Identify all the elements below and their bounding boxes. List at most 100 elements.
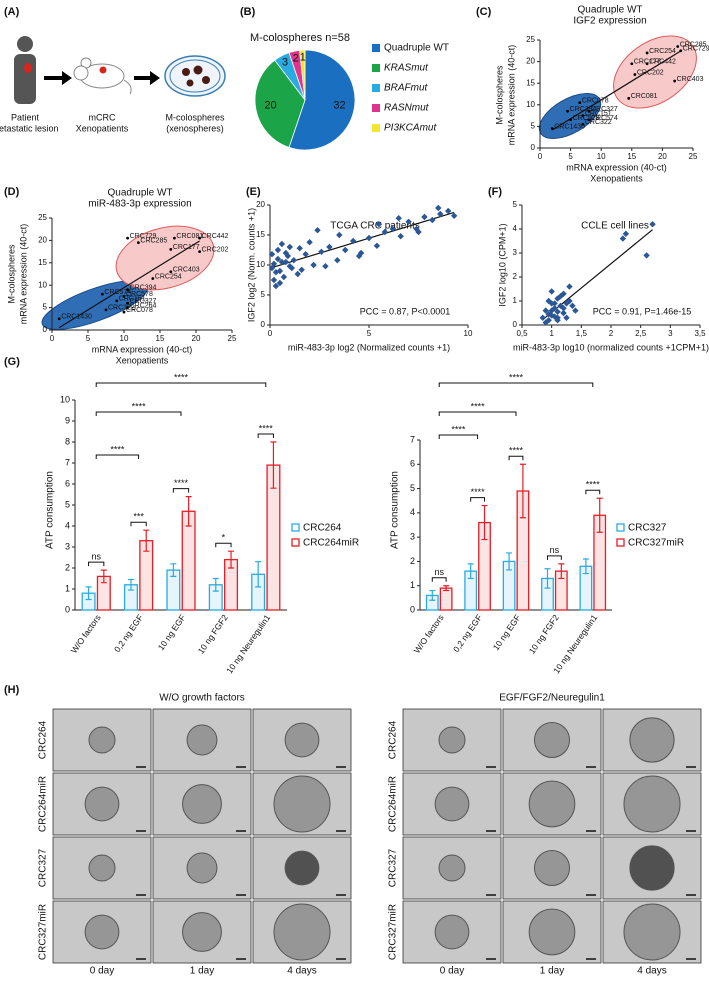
significance-label: **** [174, 372, 189, 382]
lesion [24, 63, 32, 73]
point [294, 270, 301, 278]
y-tick-label: 15 [256, 230, 265, 239]
significance-bracket [88, 561, 105, 567]
x-tick-label: 10 ng EGF [491, 613, 523, 652]
x-tick-label: 3 [668, 329, 673, 338]
x-tick-label: 5 [367, 329, 372, 338]
point [569, 118, 572, 122]
significance-bracket [508, 455, 524, 461]
significance-label: **** [586, 480, 601, 490]
point-label: CRC574 [591, 115, 618, 122]
bar [439, 587, 453, 611]
x-tick-label: 10 ng FGF2 [527, 612, 561, 655]
point-label: CRC151 [119, 296, 146, 303]
y-tick-label: 4 [65, 520, 70, 530]
legend-label: CRC264 [303, 523, 342, 534]
point [630, 62, 634, 66]
step-label: mCRC [89, 112, 116, 122]
y-tick-label: 0 [531, 143, 536, 152]
point [306, 239, 313, 246]
panel-label: (F) [488, 186, 502, 198]
y-tick-label: 3 [513, 248, 518, 257]
point-label: CRC254 [155, 273, 182, 280]
step-label: Patient [11, 112, 40, 122]
point [318, 248, 325, 255]
significance-bracket [215, 542, 232, 548]
point-label: CRC078 [582, 97, 609, 104]
y-tick-label: 1 [513, 296, 518, 305]
sphere [623, 775, 681, 833]
point [542, 307, 549, 314]
point-label: CRC574 [104, 289, 131, 296]
value-label: 20 [264, 100, 276, 112]
arrow-head [62, 71, 72, 85]
y-tick-label: 10 [38, 280, 47, 289]
point [126, 236, 129, 240]
point [126, 306, 129, 309]
point-label: CRC254 [649, 48, 676, 55]
significance-bracket [438, 434, 479, 439]
sphere [533, 721, 571, 759]
y-tick-label: 5 [513, 200, 518, 209]
row-label: CRC327miR [38, 904, 49, 960]
sphere [186, 724, 218, 756]
y-tick-label: 15 [526, 78, 535, 87]
point-label: CRC285 [140, 237, 167, 244]
point [551, 305, 558, 312]
y-tick-label: 10 [60, 394, 70, 404]
y-tick-label: 6 [65, 478, 70, 488]
point [115, 299, 119, 303]
legend-swatch [372, 124, 380, 132]
error-bar [85, 586, 92, 601]
x-tick-label: 1 [549, 329, 554, 338]
significance-label: * [222, 533, 226, 543]
y-tick-label: 20 [38, 236, 47, 245]
x-tick-label: 2,5 [635, 329, 647, 338]
point [278, 258, 286, 266]
sphere [533, 849, 571, 887]
significance-label: **** [471, 401, 486, 411]
row-label: CRC264 [388, 720, 399, 759]
point [342, 246, 349, 254]
trend-line [271, 211, 455, 269]
y-tick-label: 0 [261, 320, 266, 329]
point [569, 302, 576, 309]
sphere [284, 722, 320, 758]
sphere [528, 780, 576, 828]
significance-bracket [438, 382, 594, 387]
point [415, 228, 422, 236]
point [539, 314, 546, 321]
point [633, 73, 637, 76]
x-tick-label: 0 [538, 152, 543, 161]
point [270, 276, 278, 284]
row-label: CRC264miR [388, 776, 399, 832]
significance-label: **** [451, 424, 466, 434]
sphere [284, 850, 320, 886]
point [336, 231, 343, 239]
point [587, 118, 591, 122]
point-label: CRC202 [202, 246, 229, 253]
significance-label: **** [259, 423, 274, 433]
point [619, 235, 627, 242]
sphere [273, 903, 331, 961]
dish-rim [169, 59, 221, 93]
error-bar [270, 441, 277, 489]
x-tick-label: 10 [120, 334, 129, 343]
y-tick-label: 5 [410, 483, 415, 493]
sphere [629, 717, 675, 763]
pie-slice [254, 59, 306, 148]
point-label: CRC442 [649, 59, 676, 66]
point [151, 277, 155, 280]
point [560, 305, 567, 312]
x-tick-label: 20 [658, 152, 667, 161]
y-tick-label: 20 [256, 200, 265, 209]
y-tick-label: 2 [410, 556, 415, 566]
x-tick-label: 10 ng Neuregulin1 [224, 612, 272, 675]
error-bar [170, 563, 177, 577]
x-tick-label: 15 [627, 152, 636, 161]
significance-bracket [470, 497, 486, 502]
sphere [434, 786, 470, 822]
point-label: CRC729 [130, 233, 157, 240]
point [126, 301, 129, 305]
